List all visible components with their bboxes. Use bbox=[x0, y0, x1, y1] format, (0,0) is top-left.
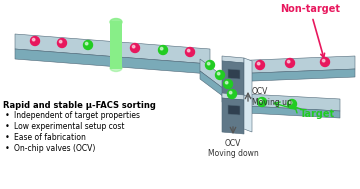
Circle shape bbox=[288, 99, 297, 108]
Circle shape bbox=[158, 46, 167, 54]
Polygon shape bbox=[244, 95, 252, 132]
Polygon shape bbox=[15, 49, 210, 74]
Text: OCV
Moving down: OCV Moving down bbox=[208, 139, 258, 158]
Polygon shape bbox=[110, 31, 122, 69]
Polygon shape bbox=[200, 71, 240, 109]
Polygon shape bbox=[228, 105, 240, 115]
Circle shape bbox=[229, 91, 232, 94]
Circle shape bbox=[285, 59, 294, 67]
Polygon shape bbox=[222, 61, 244, 104]
Circle shape bbox=[320, 57, 329, 67]
Circle shape bbox=[32, 38, 35, 41]
Circle shape bbox=[188, 49, 190, 52]
Text: Non-target: Non-target bbox=[280, 4, 340, 57]
Polygon shape bbox=[228, 69, 355, 82]
Polygon shape bbox=[200, 59, 240, 101]
Circle shape bbox=[85, 42, 88, 45]
Polygon shape bbox=[228, 56, 355, 74]
Text: Rapid and stable μ-FACS sorting: Rapid and stable μ-FACS sorting bbox=[3, 101, 156, 110]
Circle shape bbox=[323, 59, 325, 62]
Polygon shape bbox=[222, 93, 244, 100]
Ellipse shape bbox=[110, 64, 122, 71]
Polygon shape bbox=[228, 69, 240, 79]
Circle shape bbox=[31, 36, 40, 46]
Text: Target: Target bbox=[300, 109, 335, 119]
Polygon shape bbox=[15, 34, 210, 64]
Text: •: • bbox=[5, 144, 10, 153]
Text: •: • bbox=[5, 133, 10, 142]
Circle shape bbox=[257, 62, 260, 65]
Circle shape bbox=[130, 43, 140, 53]
Text: On-chip valves (OCV): On-chip valves (OCV) bbox=[14, 144, 95, 153]
Text: OCV
Moving up: OCV Moving up bbox=[252, 87, 292, 107]
Circle shape bbox=[225, 81, 228, 84]
Circle shape bbox=[84, 40, 93, 50]
Circle shape bbox=[224, 80, 233, 88]
Ellipse shape bbox=[110, 19, 122, 26]
Circle shape bbox=[257, 98, 266, 106]
Circle shape bbox=[206, 60, 215, 70]
Text: •: • bbox=[5, 111, 10, 120]
Polygon shape bbox=[110, 21, 122, 33]
Circle shape bbox=[216, 70, 225, 80]
Circle shape bbox=[260, 99, 262, 102]
Circle shape bbox=[287, 60, 290, 63]
Polygon shape bbox=[222, 98, 244, 134]
Circle shape bbox=[185, 47, 194, 57]
Polygon shape bbox=[228, 93, 340, 111]
Text: Independent of target properties: Independent of target properties bbox=[14, 111, 140, 120]
Polygon shape bbox=[222, 56, 244, 63]
Circle shape bbox=[207, 62, 210, 65]
Circle shape bbox=[58, 39, 67, 47]
Circle shape bbox=[59, 40, 62, 43]
Polygon shape bbox=[244, 58, 252, 102]
Circle shape bbox=[132, 45, 135, 48]
Text: Low experimental setup cost: Low experimental setup cost bbox=[14, 122, 125, 131]
Circle shape bbox=[217, 72, 220, 75]
Circle shape bbox=[228, 90, 237, 98]
Text: •: • bbox=[5, 122, 10, 131]
Circle shape bbox=[161, 47, 163, 50]
Text: Ease of fabrication: Ease of fabrication bbox=[14, 133, 86, 142]
Polygon shape bbox=[228, 105, 340, 118]
Circle shape bbox=[256, 60, 265, 70]
Circle shape bbox=[289, 101, 292, 104]
